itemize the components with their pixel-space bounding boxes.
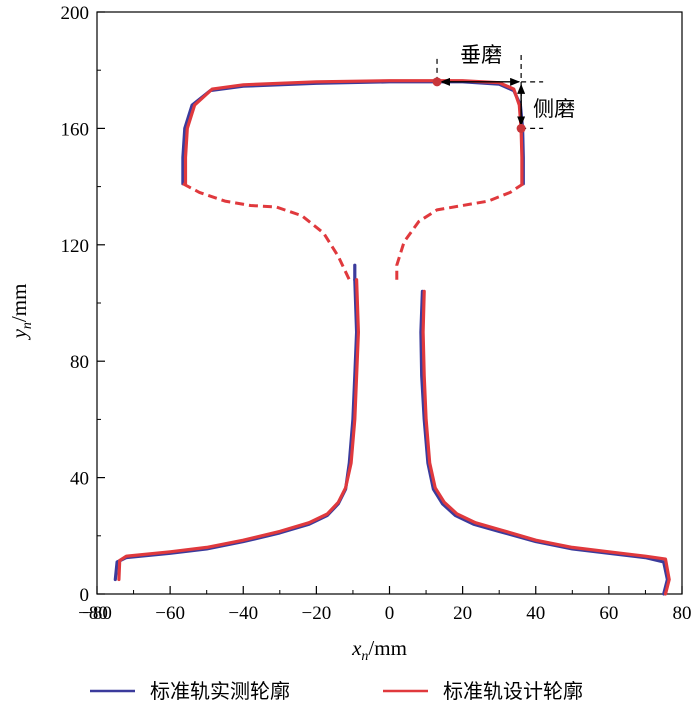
x-tick-label: 20 [453,603,472,624]
vertical-wear-label: 垂磨 [460,43,502,67]
x-tick-label: −80 [82,603,112,624]
x-tick-label: 40 [526,603,545,624]
y-tick-label: 0 [80,585,90,606]
series-line [183,79,524,186]
x-tick-label: 0 [385,603,395,624]
x-tick-label: −40 [228,603,258,624]
y-tick-label: 200 [61,3,90,24]
wear-point [516,123,526,133]
x-tick-label: −60 [155,603,185,624]
series-line [419,289,669,596]
x-tick-label: 80 [673,603,692,624]
x-tick-label: 60 [599,603,618,624]
x-tick-label: −80 [78,603,108,624]
legend-label: 标准轨设计轮廓 [443,679,583,703]
series-line [113,278,359,582]
series-line [117,278,360,582]
wear-point [432,77,442,87]
series-line [182,182,351,281]
y-tick-label: 40 [70,469,89,490]
plot-frame [96,11,683,595]
series-line [181,80,525,186]
side-wear-label: 侧磨 [533,97,575,121]
series-line [421,289,671,596]
x-axis-label: xn/mm [351,636,407,664]
legend-label: 标准轨实测轮廓 [150,679,290,703]
x-tick-label: −20 [302,603,332,624]
y-axis-label: yn/mm [7,284,35,341]
profile-curves [113,79,671,596]
legend: 标准轨实测轮廓 标准轨设计轮廓 [90,679,583,703]
series-line [395,182,525,280]
y-tick-label: 120 [61,236,90,257]
axis-ticks: −80−80 −60 −40 −20 0 20 40 60 80 0 40 80 120 160 200 [61,3,692,624]
y-tick-label: 80 [70,352,89,373]
y-tick-label: 160 [61,119,90,140]
